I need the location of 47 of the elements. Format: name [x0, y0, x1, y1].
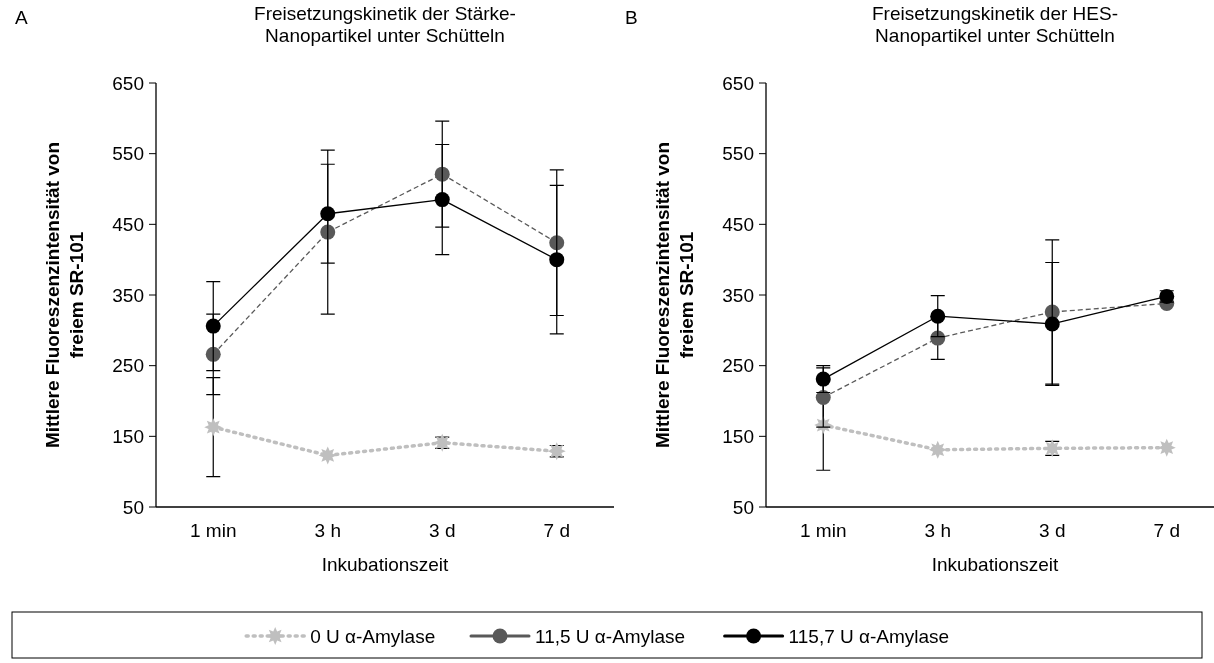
y-tick-label: 250 [112, 355, 144, 377]
point [549, 235, 565, 251]
y-tick-label: 50 [732, 496, 754, 518]
y-tick-label: 650 [722, 72, 754, 94]
text: B [625, 7, 638, 28]
x-tick-label: 1 min [190, 520, 237, 541]
point [815, 371, 831, 387]
y-tick-label: 550 [722, 143, 754, 165]
y-tick-label: 50 [122, 496, 144, 518]
point [318, 446, 337, 465]
x-tick-label: 3 h [314, 520, 341, 541]
y-tick-label: 550 [112, 143, 144, 165]
point [205, 318, 221, 334]
point [320, 206, 336, 222]
x-tick-label: 1 min [800, 520, 847, 541]
x-axis-title: Inkubationszeit [321, 554, 450, 575]
y-tick-label: 150 [112, 425, 144, 447]
x-tick-label: 3 d [1039, 520, 1066, 541]
y-axis-title: Mittlere Fluoreszenzintensität von freiem SR-101 [42, 141, 87, 449]
y-tick-label: 450 [722, 213, 754, 235]
text: A [15, 7, 28, 28]
chart-title: Freisetzungskinetik der Stärke- Nanopartikel unter Schütteln [254, 3, 516, 46]
legend-label: 115,7 U α-Amylase [788, 625, 950, 647]
point [204, 418, 223, 437]
point [930, 308, 946, 324]
legend-label: 11,5 U α-Amylase [535, 625, 686, 647]
legend-label: 0 U α-Amylase [310, 625, 436, 647]
point [1044, 316, 1060, 332]
y-tick-label: 150 [722, 425, 754, 447]
y-tick-label: 350 [112, 284, 144, 306]
point [205, 346, 221, 362]
x-tick-label: 3 d [429, 520, 456, 541]
y-axis-title: Mittlere Fluoreszenzintensität von freiem SR-101 [652, 141, 697, 449]
x-tick-label: 7 d [543, 520, 570, 541]
point [434, 192, 450, 208]
x-tick-label: 3 h [924, 520, 951, 541]
x-tick-label: 7 d [1153, 520, 1180, 541]
y-tick-label: 250 [722, 355, 754, 377]
point [928, 440, 947, 459]
point [815, 389, 831, 405]
y-tick-label: 350 [722, 284, 754, 306]
point [549, 252, 565, 268]
y-tick-label: 650 [112, 72, 144, 94]
point [434, 166, 450, 182]
chart-title: Freisetzungskinetik der HES- Nanopartikel unter Schütteln [871, 3, 1119, 46]
y-tick-label: 450 [112, 213, 144, 235]
x-axis-title: Inkubationszeit [931, 554, 1060, 575]
